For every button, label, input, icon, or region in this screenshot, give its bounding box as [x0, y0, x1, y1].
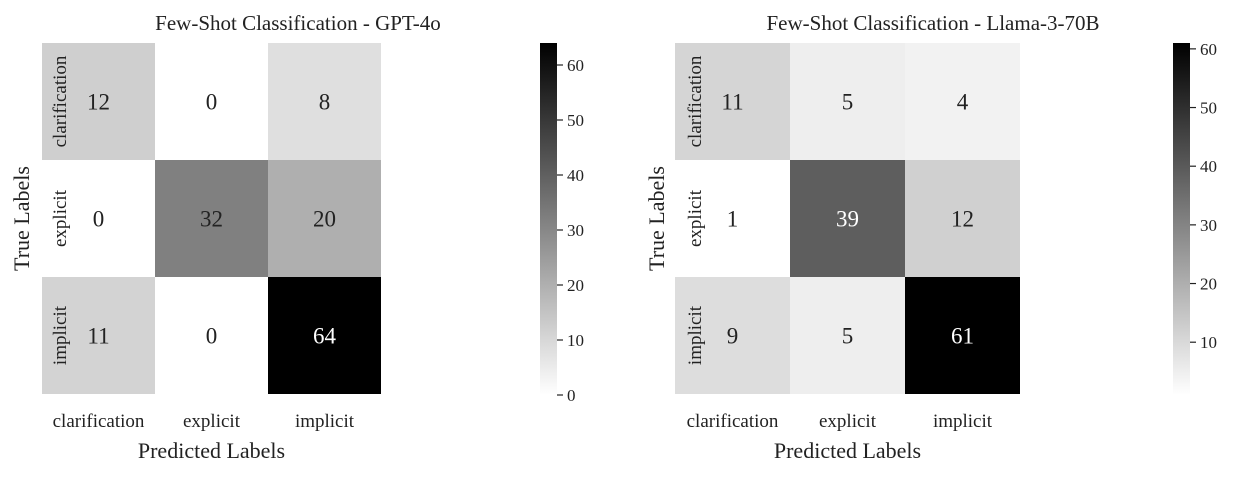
- heatmap-cell: [155, 43, 268, 160]
- colorbar-tick-label: 0: [567, 386, 576, 405]
- heatmap-cell: [905, 160, 1020, 277]
- cell-value-label: 12: [87, 90, 110, 115]
- colorbar-tick-label: 40: [567, 166, 584, 185]
- colorbar-tick-label: 30: [567, 221, 584, 240]
- cell-value-label: 0: [206, 90, 218, 115]
- heatmap-cell: [268, 43, 381, 160]
- cell-value-label: 5: [842, 90, 854, 115]
- heatmap-cell: [790, 43, 905, 160]
- y-tick-label: clarification: [685, 55, 706, 147]
- colorbar-tick-label: 50: [1200, 99, 1217, 118]
- cell-value-label: 32: [200, 207, 223, 232]
- heatmap-cell: [675, 160, 790, 277]
- colorbar-tick-label: 60: [567, 56, 584, 75]
- colorbar: [1173, 43, 1190, 395]
- chart-title: Few-Shot Classification - Llama-3-70B: [766, 11, 1099, 35]
- cell-value-label: 12: [951, 207, 974, 232]
- cell-value-label: 20: [313, 207, 336, 232]
- heatmap-cell: [268, 160, 381, 277]
- x-axis-label: Predicted Labels: [138, 438, 285, 463]
- heatmap-cell: [675, 277, 790, 394]
- colorbar-tick-label: 60: [1200, 40, 1217, 59]
- heatmap-cell: [790, 277, 905, 394]
- cell-value-label: 61: [951, 324, 974, 349]
- chart-title: Few-Shot Classification - GPT-4o: [155, 11, 441, 35]
- colorbar-tick-label: 30: [1200, 216, 1217, 235]
- y-tick-label: clarification: [50, 55, 71, 147]
- x-tick-label: clarification: [53, 411, 145, 432]
- cell-value-label: 1: [727, 207, 739, 232]
- heatmap-cell: [42, 277, 155, 394]
- x-tick-label: explicit: [183, 411, 241, 432]
- y-tick-label: explicit: [50, 189, 71, 247]
- cell-value-label: 0: [206, 324, 218, 349]
- colorbar: [540, 43, 557, 395]
- colorbar-tick-label: 10: [567, 331, 584, 350]
- x-axis-label: Predicted Labels: [774, 438, 921, 463]
- y-tick-label: implicit: [50, 305, 71, 365]
- colorbar-tick-label: 20: [1200, 275, 1217, 294]
- cell-value-label: 11: [87, 324, 109, 349]
- colorbar-tick-label: 20: [567, 276, 584, 295]
- heatmap-cell: [42, 160, 155, 277]
- heatmap-cell: [905, 43, 1020, 160]
- heatmap-cell: [268, 277, 381, 394]
- y-axis-label: True Labels: [644, 166, 669, 271]
- x-tick-label: explicit: [819, 411, 877, 432]
- heatmap-cell: [155, 160, 268, 277]
- colorbar-tick-label: 10: [1200, 333, 1217, 352]
- heatmap-cell: [155, 277, 268, 394]
- cell-value-label: 5: [842, 324, 854, 349]
- cell-value-label: 8: [319, 90, 331, 115]
- x-tick-label: implicit: [933, 411, 993, 432]
- heatmap-cell: [790, 160, 905, 277]
- cell-value-label: 0: [93, 207, 105, 232]
- heatmap-cell: [42, 43, 155, 160]
- cell-value-label: 11: [721, 90, 743, 115]
- heatmap-cell: [905, 277, 1020, 394]
- y-tick-label: implicit: [685, 305, 706, 365]
- cell-value-label: 4: [957, 90, 969, 115]
- heatmap-cell: [675, 43, 790, 160]
- colorbar-tick-label: 50: [567, 111, 584, 130]
- x-tick-label: implicit: [295, 411, 355, 432]
- y-tick-label: explicit: [685, 189, 706, 247]
- x-tick-label: clarification: [687, 411, 779, 432]
- cell-value-label: 64: [313, 324, 337, 349]
- colorbar-tick-label: 40: [1200, 157, 1217, 176]
- cell-value-label: 9: [727, 324, 739, 349]
- y-axis-label: True Labels: [9, 166, 34, 271]
- cell-value-label: 39: [836, 207, 859, 232]
